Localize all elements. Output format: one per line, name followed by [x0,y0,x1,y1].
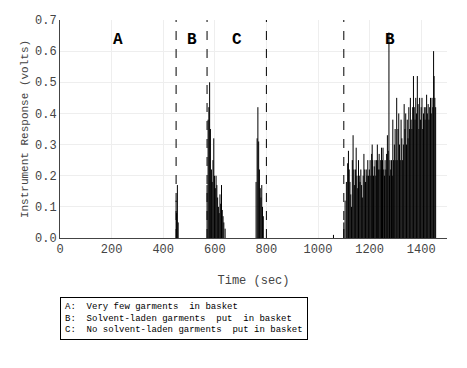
svg-text:0.2: 0.2 [35,170,57,184]
svg-text:1200: 1200 [355,243,384,257]
svg-text:B: B [385,31,395,49]
svg-text:C: C [232,31,242,49]
svg-text:0.1: 0.1 [35,201,57,215]
svg-text:400: 400 [152,243,174,257]
svg-text:1000: 1000 [304,243,333,257]
svg-text:Instrument Response (volts): Instrument Response (volts) [19,40,31,218]
svg-text:800: 800 [256,243,278,257]
svg-text:0.0: 0.0 [35,232,57,246]
svg-text:600: 600 [204,243,226,257]
svg-text:0.6: 0.6 [35,45,57,59]
svg-text:0.4: 0.4 [35,108,57,122]
svg-text:0.5: 0.5 [35,76,57,90]
svg-text:0.3: 0.3 [35,139,57,153]
svg-text:Time (sec): Time (sec) [217,274,289,288]
svg-text:B: B [187,31,197,49]
svg-text:200: 200 [101,243,123,257]
svg-text:1400: 1400 [407,243,436,257]
svg-text:A: Very few garments in bask: A: Very few garments in basketB: Solvent… [65,302,303,335]
svg-text:A: A [113,31,123,49]
svg-text:0: 0 [56,243,63,257]
svg-text:0.7: 0.7 [35,14,57,28]
